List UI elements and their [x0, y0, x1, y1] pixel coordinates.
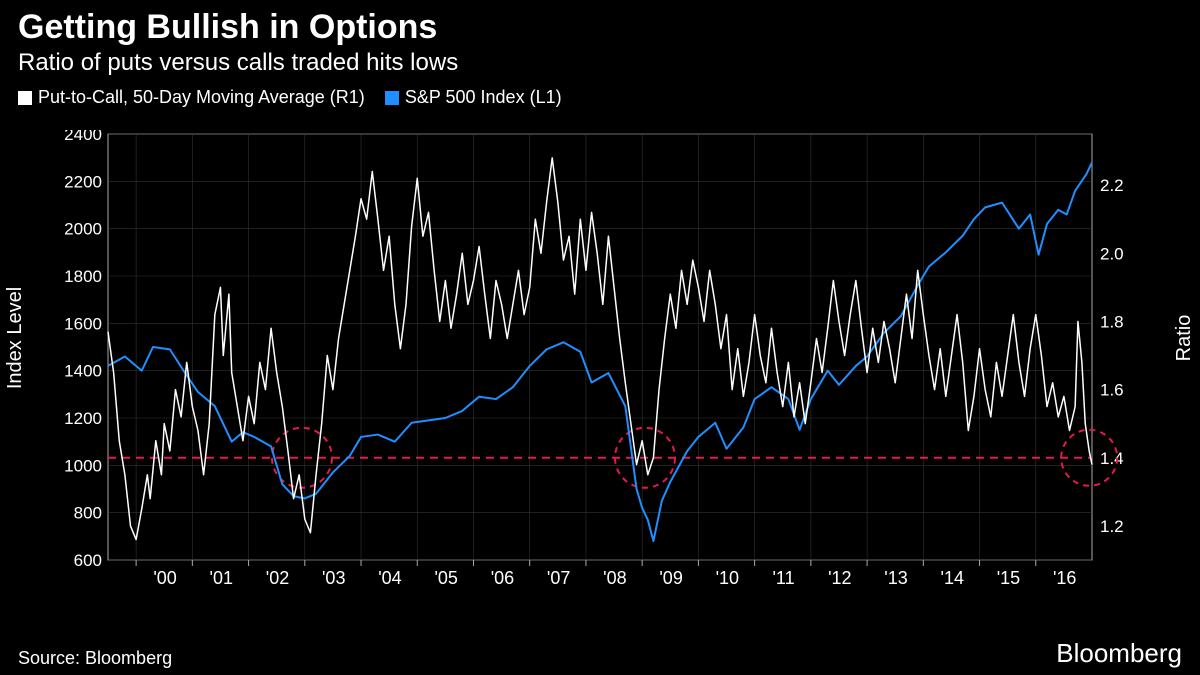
svg-text:'01: '01 — [210, 568, 233, 588]
bloomberg-logo: Bloomberg — [1056, 638, 1182, 669]
svg-text:1.2: 1.2 — [1100, 517, 1124, 536]
chart-plot-area: 600 800 1000 1200 1400 1600 1800 2000 2200 2400 1.… — [60, 130, 1140, 600]
svg-text:'09: '09 — [659, 568, 682, 588]
svg-text:1200: 1200 — [64, 409, 102, 428]
svg-text:'16: '16 — [1053, 568, 1076, 588]
svg-text:1.4: 1.4 — [1100, 449, 1124, 468]
svg-text:1.6: 1.6 — [1100, 381, 1124, 400]
svg-text:2000: 2000 — [64, 220, 102, 239]
svg-text:'06: '06 — [491, 568, 514, 588]
svg-text:'13: '13 — [884, 568, 907, 588]
svg-text:'00: '00 — [153, 568, 176, 588]
legend-swatch — [385, 91, 399, 105]
svg-text:2400: 2400 — [64, 130, 102, 144]
svg-text:600: 600 — [74, 551, 102, 570]
svg-text:1000: 1000 — [64, 456, 102, 475]
svg-text:800: 800 — [74, 504, 102, 523]
svg-text:'14: '14 — [941, 568, 964, 588]
legend-item-putcall: Put-to-Call, 50-Day Moving Average (R1) — [18, 87, 365, 108]
y-axis-right-label: Ratio — [1173, 314, 1196, 361]
svg-text:1600: 1600 — [64, 314, 102, 333]
svg-text:2.0: 2.0 — [1100, 244, 1124, 263]
legend-label: Put-to-Call, 50-Day Moving Average (R1) — [38, 87, 365, 108]
svg-text:1.8: 1.8 — [1100, 312, 1124, 331]
svg-text:2.2: 2.2 — [1100, 176, 1124, 195]
svg-text:'12: '12 — [828, 568, 851, 588]
legend: Put-to-Call, 50-Day Moving Average (R1) … — [0, 77, 1200, 112]
y-axis-left-label: Index Level — [4, 286, 27, 388]
chart-subtitle: Ratio of puts versus calls traded hits l… — [18, 49, 1182, 77]
svg-text:1400: 1400 — [64, 362, 102, 381]
legend-swatch — [18, 91, 32, 105]
legend-item-sp500: S&P 500 Index (L1) — [385, 87, 562, 108]
svg-text:'03: '03 — [322, 568, 345, 588]
chart-title: Getting Bullish in Options — [18, 8, 1182, 47]
svg-text:'15: '15 — [997, 568, 1020, 588]
svg-text:'10: '10 — [716, 568, 739, 588]
svg-text:2200: 2200 — [64, 172, 102, 191]
legend-label: S&P 500 Index (L1) — [405, 87, 562, 108]
svg-text:'02: '02 — [266, 568, 289, 588]
source-text: Source: Bloomberg — [18, 648, 172, 669]
svg-text:'05: '05 — [434, 568, 457, 588]
svg-text:'11: '11 — [773, 568, 795, 588]
svg-text:1800: 1800 — [64, 267, 102, 286]
svg-text:'08: '08 — [603, 568, 626, 588]
chart-svg: 600 800 1000 1200 1400 1600 1800 2000 2200 2400 1.… — [60, 130, 1140, 600]
svg-text:'07: '07 — [547, 568, 570, 588]
svg-text:'04: '04 — [378, 568, 401, 588]
